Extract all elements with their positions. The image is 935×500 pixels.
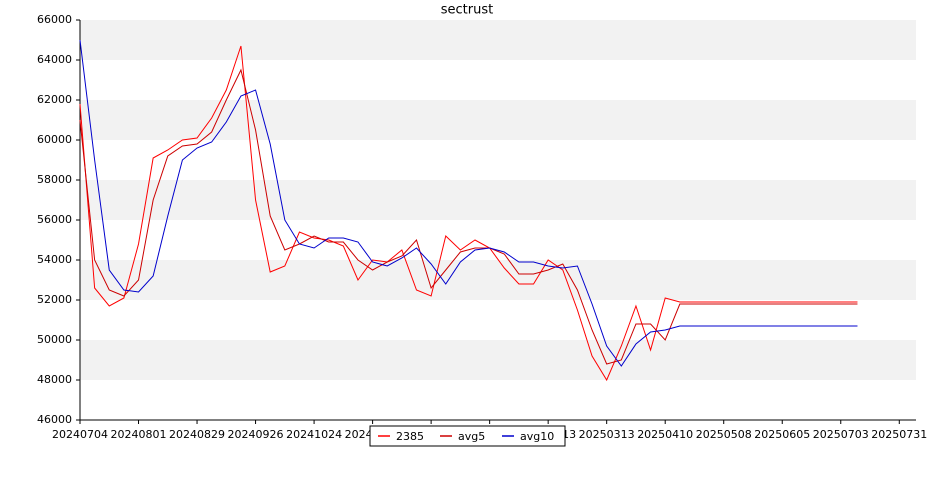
x-tick-label: 20250410 bbox=[637, 428, 693, 441]
y-tick-label: 52000 bbox=[37, 293, 72, 306]
x-tick-label: 20240801 bbox=[111, 428, 167, 441]
legend-label: avg10 bbox=[520, 430, 554, 443]
grid-band bbox=[80, 260, 916, 300]
y-tick-label: 54000 bbox=[37, 253, 72, 266]
grid-band bbox=[80, 100, 916, 140]
y-tick-label: 46000 bbox=[37, 413, 72, 426]
legend-box bbox=[369, 425, 566, 447]
legend: 2385 avg5 avg10 bbox=[369, 425, 566, 447]
x-tick-label: 20240829 bbox=[169, 428, 225, 441]
grid-band bbox=[80, 340, 916, 380]
x-tick-label: 20240704 bbox=[52, 428, 108, 441]
x-tick-label: 20241024 bbox=[286, 428, 342, 441]
y-tick-label: 64000 bbox=[37, 53, 72, 66]
y-tick-label: 56000 bbox=[37, 213, 72, 226]
grid-band bbox=[80, 20, 916, 60]
y-tick-label: 60000 bbox=[37, 133, 72, 146]
y-tick-label: 50000 bbox=[37, 333, 72, 346]
x-tick-label: 20250605 bbox=[754, 428, 810, 441]
y-tick-label: 62000 bbox=[37, 93, 72, 106]
legend-label: 2385 bbox=[396, 430, 424, 443]
grid-band bbox=[80, 180, 916, 220]
x-tick-label: 20250703 bbox=[813, 428, 869, 441]
x-tick-label: 20250731 bbox=[871, 428, 927, 441]
series-line bbox=[79, 45, 858, 382]
legend-label: avg5 bbox=[458, 430, 485, 443]
series-line bbox=[79, 39, 858, 367]
x-tick-label: 20250508 bbox=[696, 428, 752, 441]
y-tick-label: 66000 bbox=[37, 13, 72, 26]
y-tick-label: 58000 bbox=[37, 173, 72, 186]
x-tick-label: 20240926 bbox=[228, 428, 284, 441]
series-line bbox=[79, 68, 858, 365]
chart-title: sectrust bbox=[441, 3, 493, 18]
x-tick-label: 20250313 bbox=[579, 428, 635, 441]
y-tick-label: 48000 bbox=[37, 373, 72, 386]
